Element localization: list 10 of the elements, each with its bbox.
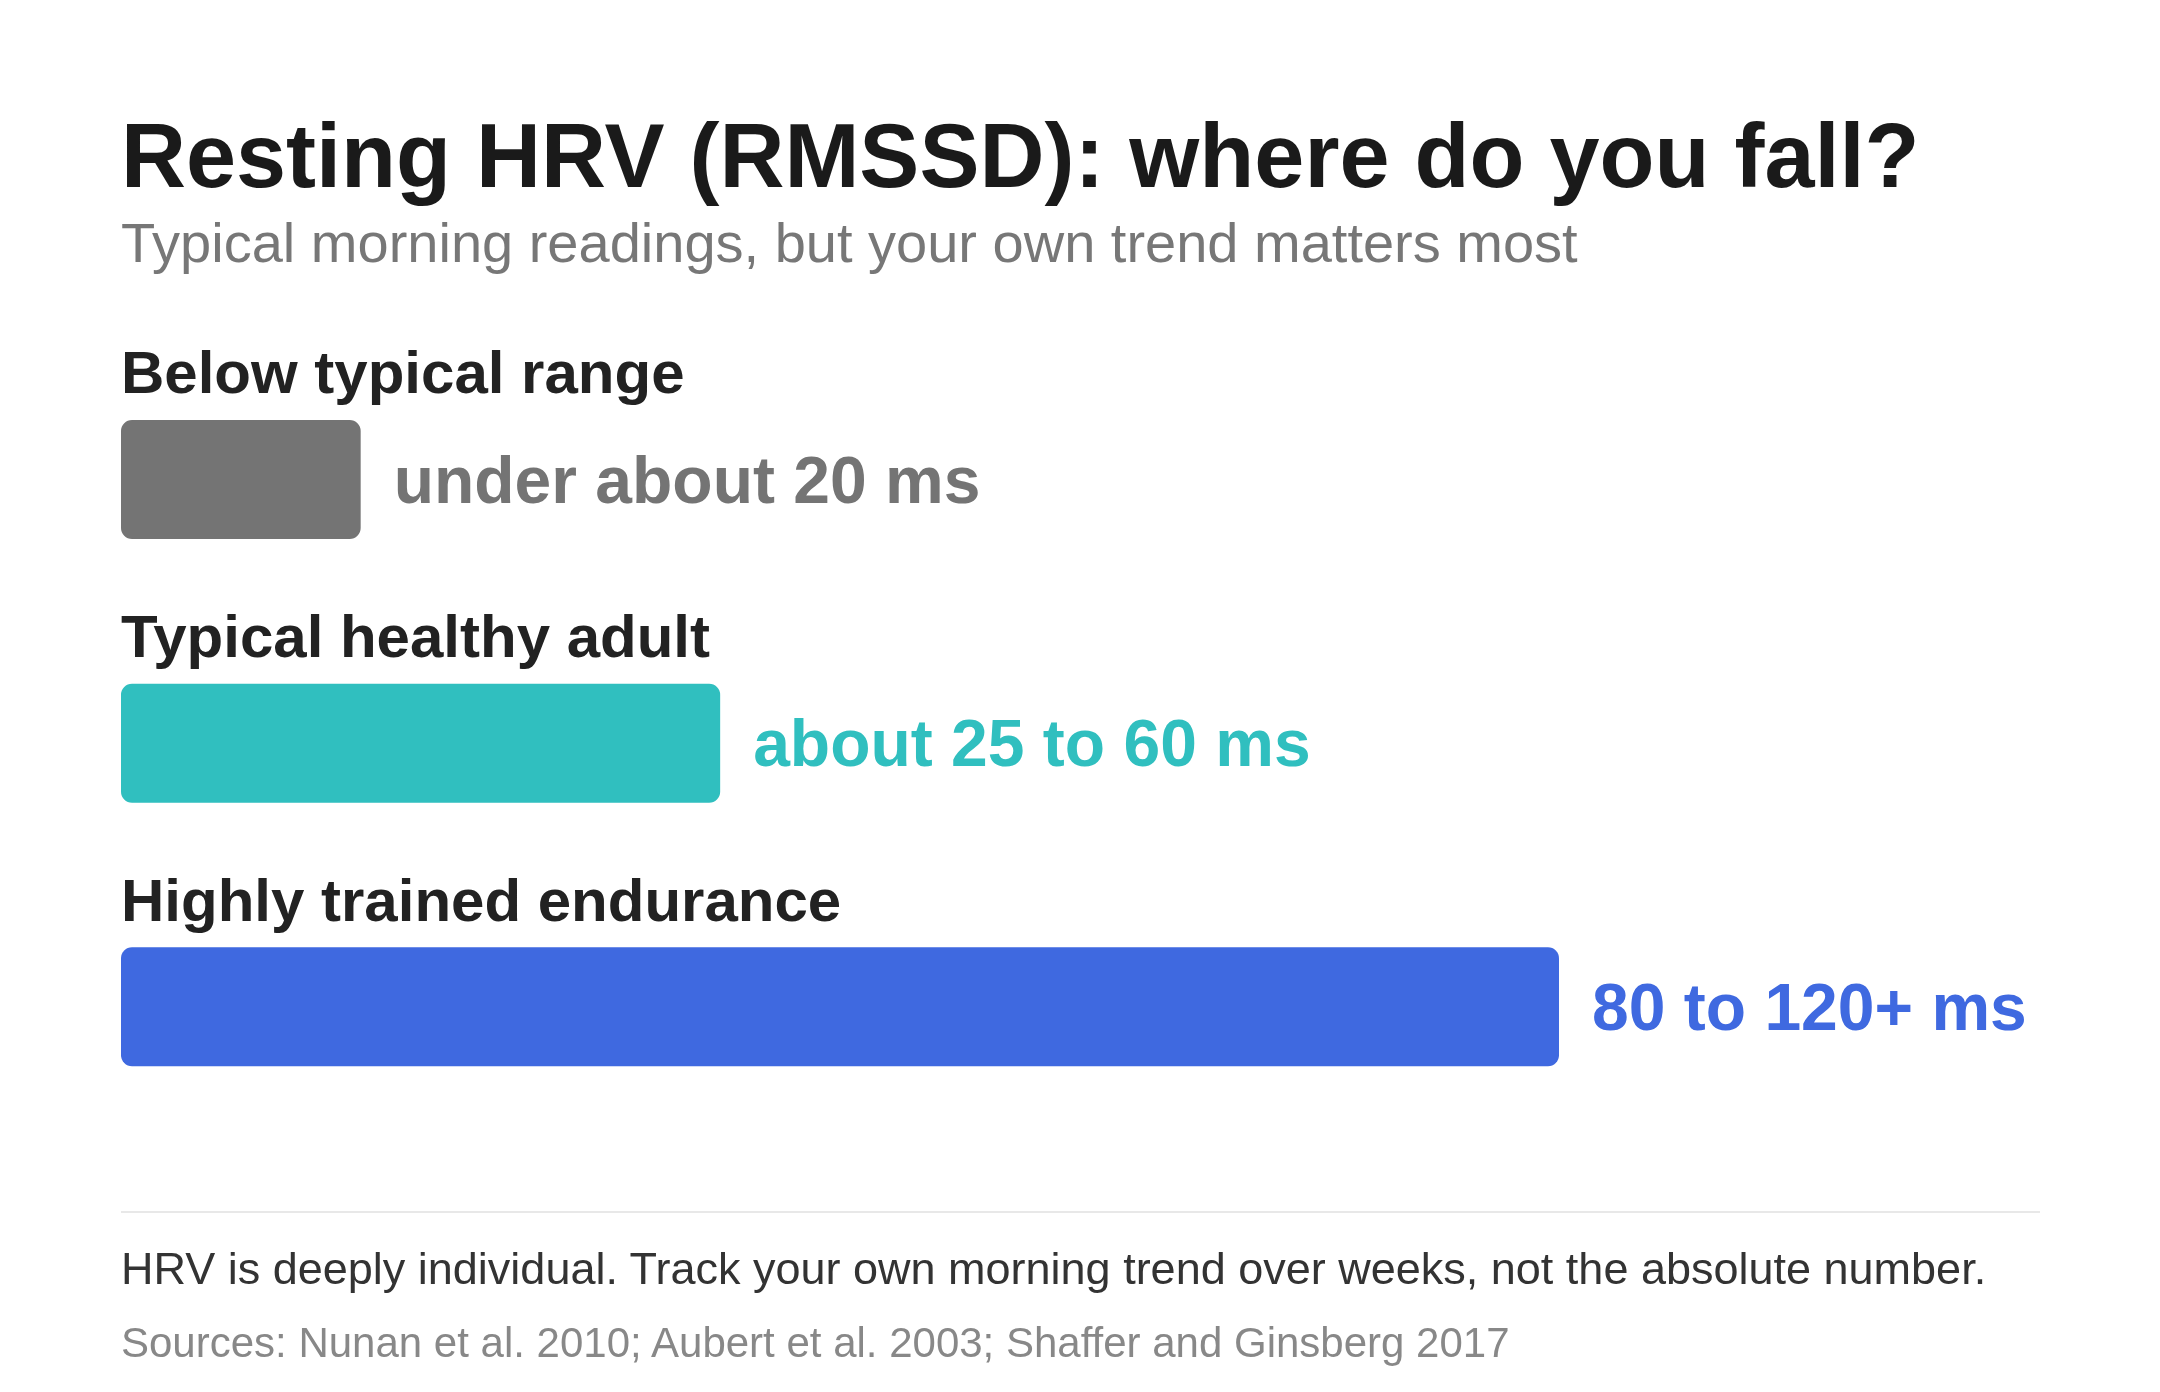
y-tick-label: Below typical range — [121, 339, 685, 407]
source-note: Sources: Nunan et al. 2010; Aubert et al. 2003; Shaffer and Ginsberg 2017 — [121, 1319, 1511, 1367]
text: HRV is deeply individual. Track your own morning trend over weeks, not the absolute number. — [121, 1243, 1988, 1295]
chart-title: Resting HRV (RMSSD): where do you fall? — [121, 105, 1920, 208]
data-label: under about 20 ms — [393, 442, 981, 517]
data-label: about 25 to 60 ms — [753, 706, 1311, 781]
y-tick-label: Typical healthy adult — [121, 603, 711, 670]
data-label: 80 to 120+ ms — [1592, 969, 2027, 1044]
y-tick-label: Highly trained endurance — [121, 866, 842, 934]
chart-subtitle: Typical morning readings, but your own trend matters most — [121, 210, 1578, 276]
